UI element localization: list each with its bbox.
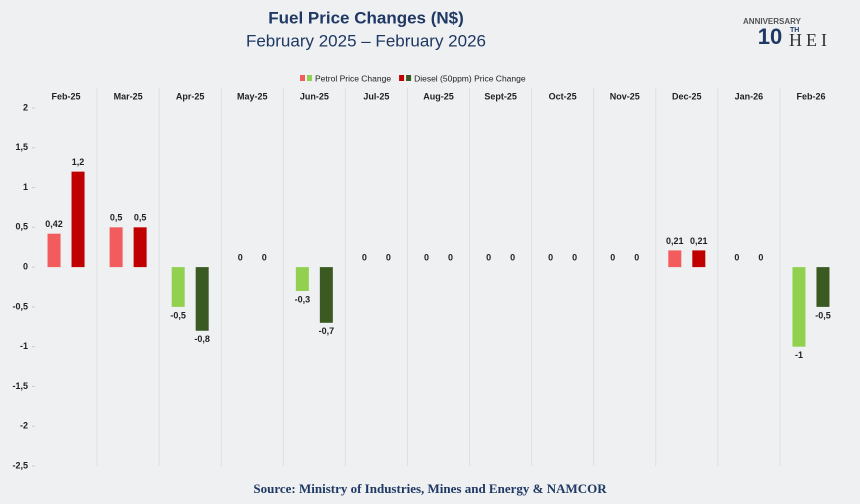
data-label: 0 <box>424 252 429 262</box>
data-label: 0,21 <box>690 236 708 246</box>
y-tick-label: 0 <box>23 261 28 271</box>
bar <box>109 227 123 268</box>
bar <box>668 250 682 268</box>
data-label: 0 <box>572 252 577 262</box>
data-label: 0 <box>634 252 639 262</box>
data-label: 0 <box>386 252 391 262</box>
bar <box>47 233 61 268</box>
legend-swatch <box>399 75 405 81</box>
bar <box>295 267 309 291</box>
bar <box>195 267 209 331</box>
data-label: 0 <box>238 252 243 262</box>
y-tick-label: 1,5 <box>15 142 28 152</box>
data-label: 0 <box>758 252 763 262</box>
data-label: 0,42 <box>45 219 63 229</box>
logo-number: 10 <box>758 24 782 49</box>
data-label: 0,5 <box>134 213 147 223</box>
bar <box>792 267 806 347</box>
data-label: 0 <box>548 252 553 262</box>
x-tick-label: May-25 <box>237 91 268 101</box>
logo-suffix: TH <box>790 27 799 34</box>
x-tick-label: Feb-25 <box>52 91 81 101</box>
data-label: -0,5 <box>815 310 831 320</box>
x-tick-label: Jun-25 <box>300 91 329 101</box>
x-tick-label: Nov-25 <box>610 91 640 101</box>
y-tick-label: 0,5 <box>15 222 28 232</box>
data-label: 0,5 <box>110 213 123 223</box>
data-label: -1 <box>795 350 803 360</box>
source: Source: Ministry of Industries, Mines an… <box>253 481 607 496</box>
data-label: 0 <box>262 252 267 262</box>
data-label: 0 <box>510 252 515 262</box>
logo-arc: ANNIVERSARY <box>743 17 802 26</box>
y-tick-label: 1 <box>23 182 28 192</box>
x-tick-label: Oct-25 <box>549 91 577 101</box>
y-tick-label: -1,5 <box>12 381 28 391</box>
data-label: -0,3 <box>295 294 311 304</box>
bar <box>319 267 333 323</box>
legend-swatch <box>307 75 312 81</box>
y-tick-label: -2,5 <box>12 460 28 470</box>
bar <box>133 227 147 268</box>
bar <box>71 171 85 268</box>
x-tick-label: Jan-26 <box>735 91 764 101</box>
x-tick-label: Feb-26 <box>796 91 825 101</box>
chart-title: Fuel Price Changes (N$) <box>268 8 464 27</box>
chart-subtitle: February 2025 – February 2026 <box>246 31 486 50</box>
data-label: 0 <box>486 252 491 262</box>
data-label: -0,7 <box>319 326 335 336</box>
x-tick-label: Aug-25 <box>423 91 454 101</box>
x-tick-label: Mar-25 <box>114 91 143 101</box>
x-tick-label: Sept-25 <box>484 91 517 101</box>
data-label: 0 <box>734 252 739 262</box>
y-tick-label: -2 <box>20 421 28 431</box>
data-label: 0 <box>362 252 367 262</box>
data-label: 0 <box>448 252 453 262</box>
y-tick-label: 2 <box>23 102 28 112</box>
y-tick-label: -1 <box>20 341 28 351</box>
logo-text: HEI <box>789 30 831 50</box>
bar <box>816 267 830 307</box>
data-label: 1,2 <box>72 157 85 167</box>
y-tick-label: -0,5 <box>12 301 28 311</box>
bar <box>692 250 706 268</box>
legend-label: Diesel (50ppm) Price Change <box>414 73 526 83</box>
legend-swatch <box>406 75 412 81</box>
data-label: 0,21 <box>666 236 684 246</box>
data-label: 0 <box>610 252 615 262</box>
x-tick-label: Jul-25 <box>363 91 389 101</box>
legend-label: Petrol Price Change <box>315 73 391 83</box>
x-tick-label: Dec-25 <box>672 91 702 101</box>
x-tick-label: Apr-25 <box>176 91 205 101</box>
data-label: -0,5 <box>170 310 186 320</box>
legend-swatch <box>300 75 305 81</box>
bar <box>171 267 185 307</box>
data-label: -0,8 <box>194 334 210 344</box>
logo: ANNIVERSARY 10 TH HEI <box>743 17 831 50</box>
